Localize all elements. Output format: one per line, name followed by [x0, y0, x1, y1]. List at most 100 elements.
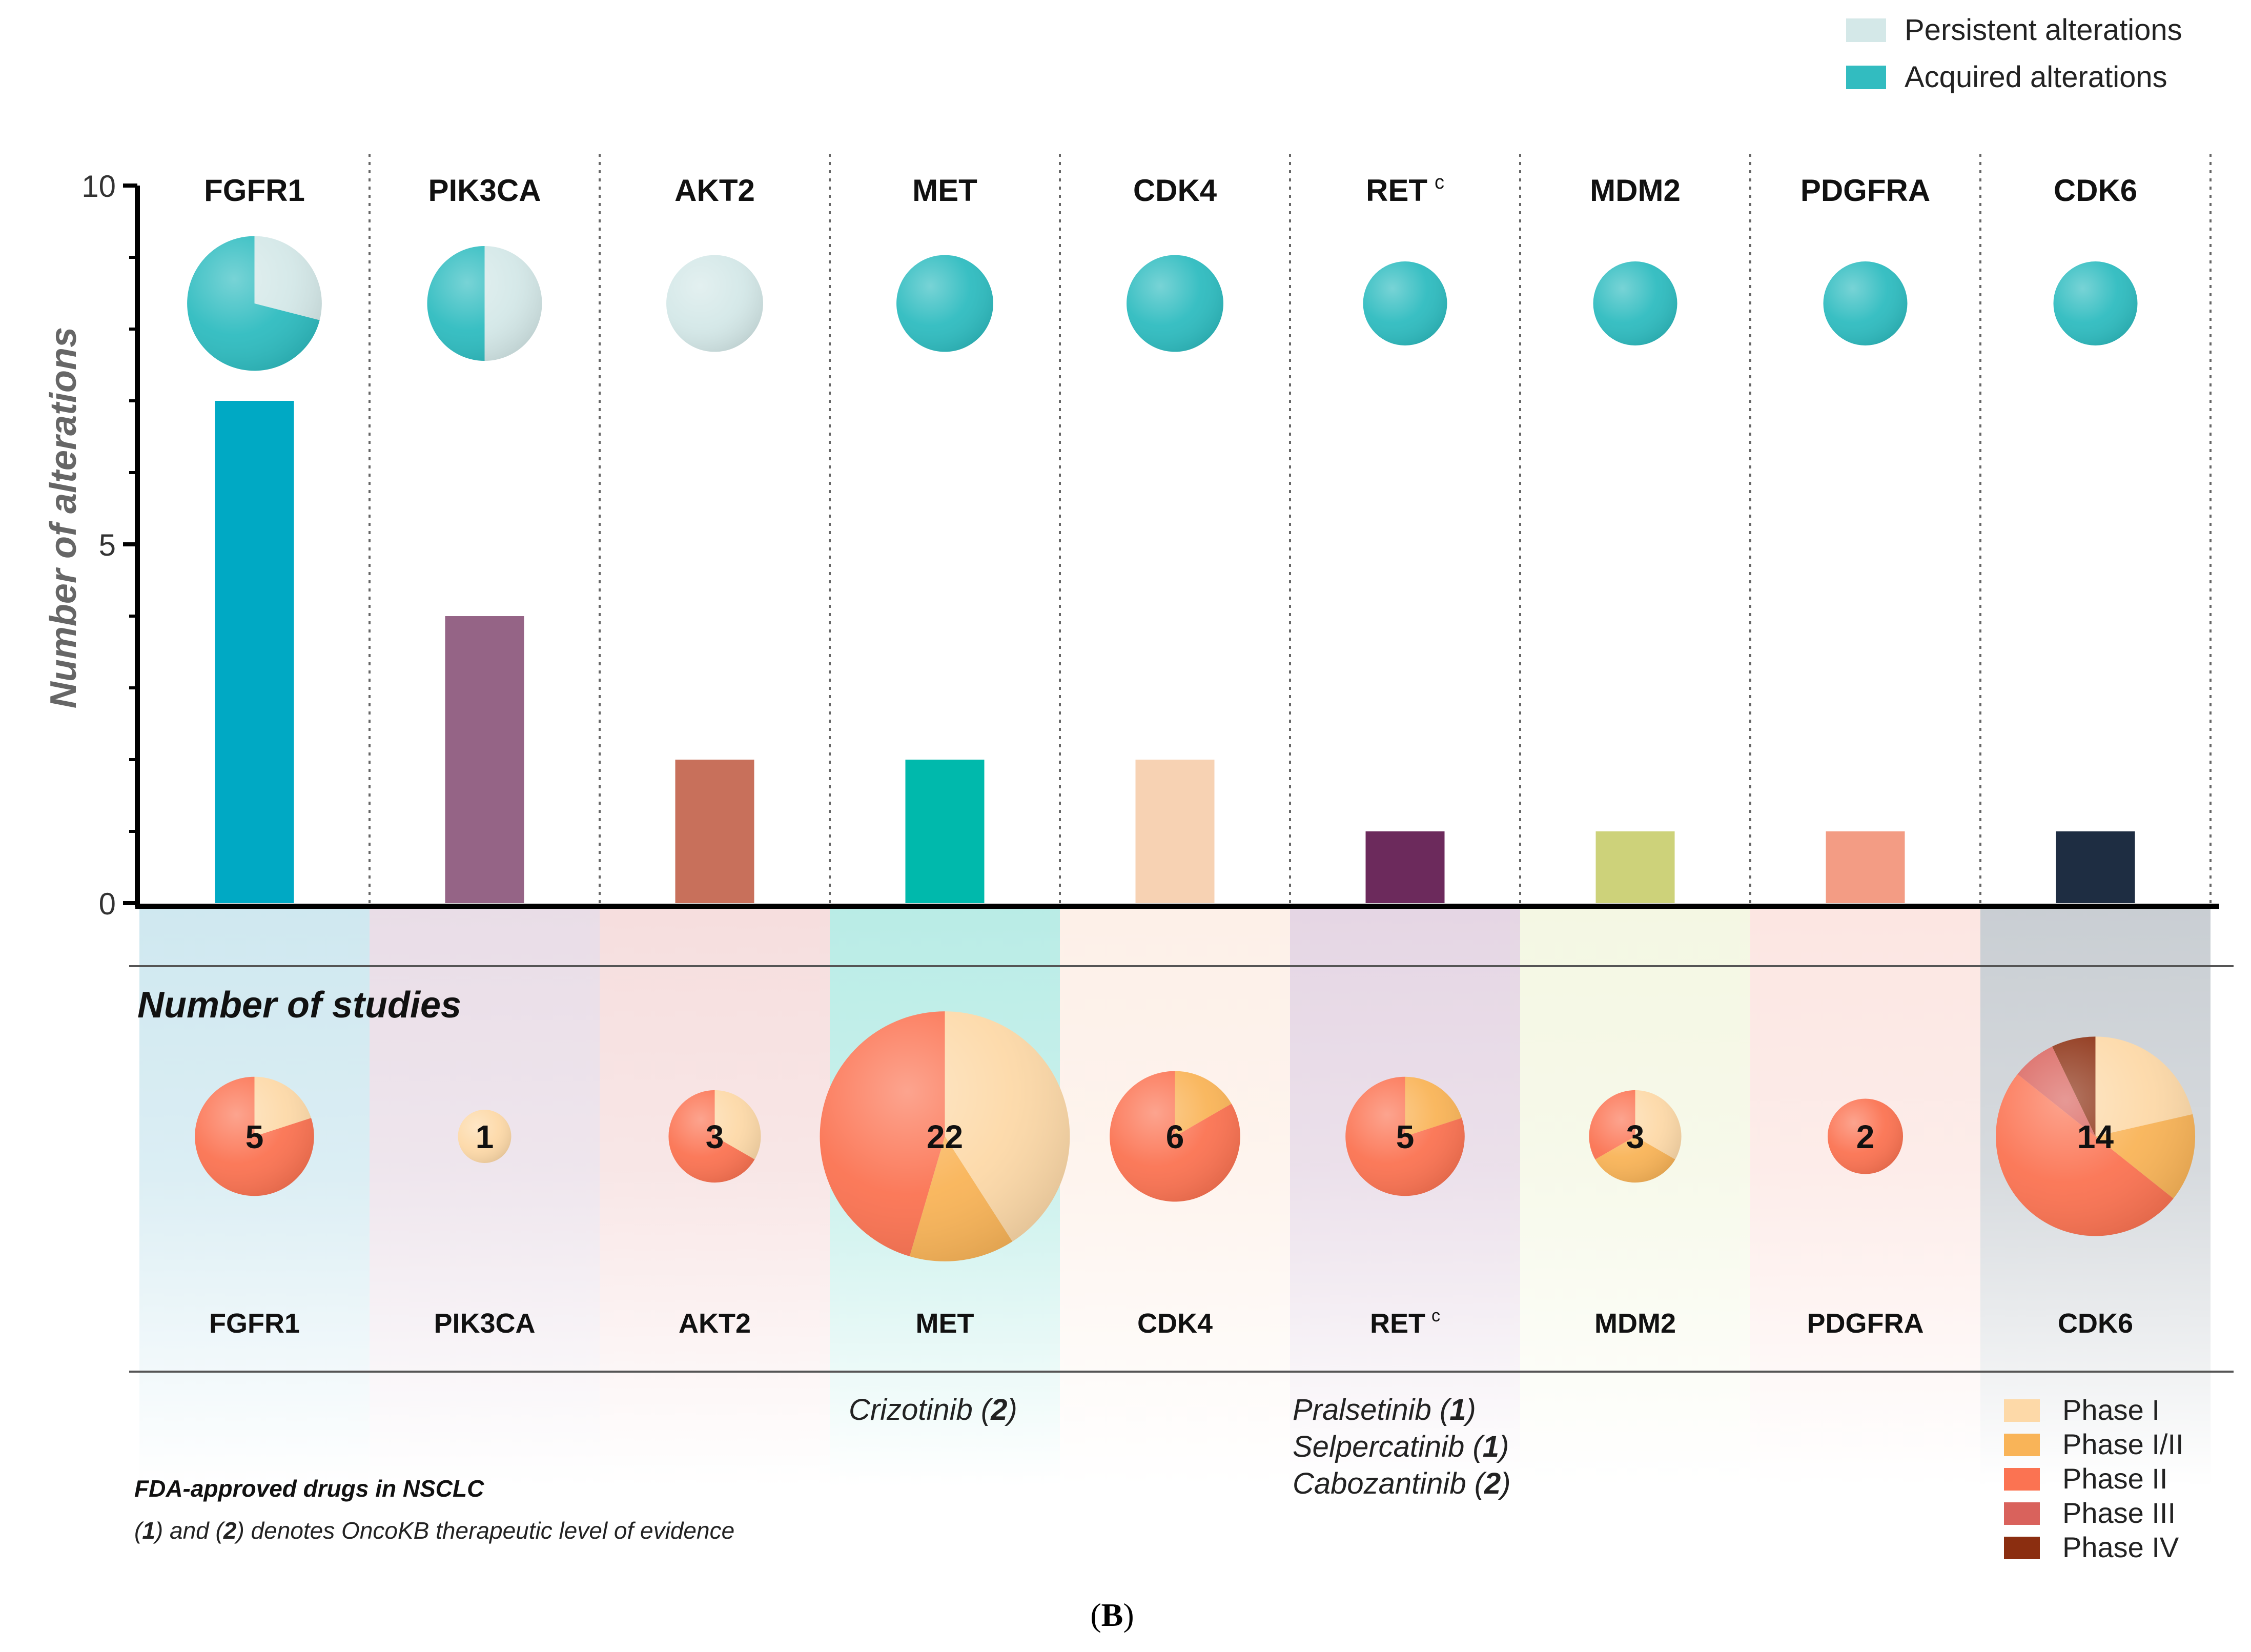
studies-title: Number of studies	[137, 985, 461, 1026]
top-label-pik3ca: PIK3CA	[428, 173, 541, 208]
drug-ret-2: Cabozantinib (2)	[1293, 1467, 1511, 1500]
bottom-label-fgfr1: FGFR1	[209, 1308, 300, 1339]
phase-label-phase-i: Phase I	[2062, 1394, 2160, 1426]
study-total-met: 22	[927, 1118, 963, 1155]
phase-label-phase-iii: Phase III	[2062, 1497, 2176, 1529]
alteration-pie-akt2-shading	[666, 255, 763, 352]
y-axis: 0 5 10 Number of alterations	[43, 169, 140, 921]
notes-evidence: (1) and (2) denotes OncoKB therapeutic l…	[134, 1517, 734, 1544]
study-pie-pik3ca-shading	[458, 1110, 511, 1163]
bottom-label-met: MET	[916, 1308, 974, 1339]
band-pdgfra	[1750, 907, 1980, 1486]
column-separators	[369, 154, 2212, 903]
phase-swatch-phase-i-ii	[2004, 1434, 2040, 1456]
band-fgfr1	[139, 907, 370, 1486]
bottom-label-pik3ca: PIK3CA	[434, 1308, 535, 1339]
bottom-label-pdgfra: PDGFRA	[1807, 1308, 1924, 1339]
bar-ret	[1365, 831, 1445, 903]
drug-ret-1: Selpercatinib (1)	[1293, 1430, 1509, 1463]
alteration-legend: Persistent alterations Acquired alterati…	[1846, 13, 2182, 94]
alteration-pies	[187, 236, 2138, 371]
bottom-label-cdk6: CDK6	[2058, 1308, 2133, 1339]
study-pie-ret-shading	[1345, 1076, 1465, 1196]
band-pik3ca	[370, 907, 600, 1486]
phase-swatch-phase-iv	[2004, 1537, 2040, 1559]
study-pie-akt2-shading	[668, 1090, 761, 1183]
bar-pik3ca	[445, 616, 524, 903]
bar-akt2	[675, 760, 754, 903]
study-total-pdgfra: 2	[1856, 1118, 1875, 1155]
bars	[215, 401, 2135, 903]
study-pie-cdk4-shading	[1110, 1071, 1240, 1202]
alteration-pie-ret-shading	[1363, 261, 1447, 345]
alteration-pie-cdk4-shading	[1127, 255, 1223, 352]
top-label-cdk6: CDK6	[2054, 173, 2137, 208]
study-total-ret: 5	[1396, 1118, 1415, 1155]
study-total-cdk4: 6	[1166, 1118, 1184, 1155]
y-axis-label: Number of alterations	[43, 327, 84, 708]
alteration-pie-met-shading	[896, 255, 993, 352]
study-pie-pdgfra-shading	[1827, 1098, 1904, 1174]
bar-mdm2	[1595, 831, 1675, 903]
bar-cdk6	[2056, 831, 2135, 903]
top-label-mdm2: MDM2	[1590, 173, 1681, 208]
study-pie-fgfr1-shading	[195, 1076, 314, 1196]
phase-swatch-phase-iii	[2004, 1502, 2040, 1525]
top-label-pdgfra: PDGFRA	[1800, 173, 1930, 208]
legend-swatch-acquired	[1846, 66, 1886, 89]
bar-cdk4	[1135, 760, 1215, 903]
superscript: c	[1431, 1306, 1440, 1325]
notes-title: FDA-approved drugs in NSCLC	[134, 1475, 484, 1502]
study-pie-met-shading	[820, 1011, 1070, 1261]
study-total-mdm2: 3	[1626, 1118, 1645, 1155]
phase-label-phase-iv: Phase IV	[2062, 1531, 2179, 1563]
drug-ret-0: Pralsetinib (1)	[1293, 1393, 1476, 1426]
top-label-ret: RET c	[1366, 172, 1444, 208]
bar-pdgfra	[1826, 831, 1905, 903]
study-pie-cdk6-shading	[1995, 1036, 2196, 1236]
bar-fgfr1	[215, 401, 294, 903]
legend-swatch-persistent	[1846, 18, 1886, 42]
legend-label-persistent: Persistent alterations	[1905, 13, 2182, 47]
superscript: c	[1435, 172, 1444, 193]
study-total-pik3ca: 1	[476, 1118, 494, 1155]
bar-met	[905, 760, 985, 903]
phase-swatch-phase-i	[2004, 1399, 2040, 1422]
y-tick-label: 0	[99, 887, 116, 921]
bottom-category-labels: FGFR1 PIK3CA AKT2 MET CDK4 RET c MDM2 PDGFRA CDK6	[209, 1306, 2133, 1339]
alteration-pie-mdm2-shading	[1593, 261, 1677, 345]
y-tick-label: 5	[99, 528, 116, 562]
bottom-label-cdk4: CDK4	[1137, 1308, 1213, 1339]
phase-label-phase-i-ii: Phase I/II	[2062, 1428, 2184, 1460]
study-pies: 5 1 3 22 6 5 3 2 14	[195, 1011, 2196, 1261]
band-akt2	[600, 907, 830, 1486]
study-total-fgfr1: 5	[245, 1118, 264, 1155]
band-mdm2	[1520, 907, 1750, 1486]
legend-label-acquired: Acquired alterations	[1905, 60, 2167, 94]
study-total-cdk6: 14	[2077, 1118, 2114, 1155]
alteration-pie-pdgfra-shading	[1823, 261, 1908, 345]
top-label-cdk4: CDK4	[1133, 173, 1217, 208]
bottom-label-akt2: AKT2	[679, 1308, 751, 1339]
bottom-label-mdm2: MDM2	[1594, 1308, 1676, 1339]
alteration-pie-pik3ca-shading	[427, 246, 542, 361]
phase-swatch-phase-ii	[2004, 1468, 2040, 1491]
band-ret	[1290, 907, 1520, 1486]
fda-drugs: Crizotinib (2) Pralsetinib (1) Selpercat…	[849, 1393, 1511, 1500]
top-label-met: MET	[912, 173, 977, 208]
drug-met-0: Crizotinib (2)	[849, 1393, 1017, 1426]
phase-label-phase-ii: Phase II	[2062, 1462, 2167, 1495]
y-ticks: 0 5 10	[81, 169, 137, 921]
alteration-pie-fgfr1-shading	[187, 236, 322, 371]
study-total-akt2: 3	[706, 1118, 724, 1155]
top-label-akt2: AKT2	[674, 173, 755, 208]
panel-label: (B)	[1090, 1597, 1134, 1633]
study-pie-mdm2-shading	[1589, 1090, 1682, 1183]
y-tick-label: 10	[81, 169, 116, 203]
top-label-fgfr1: FGFR1	[204, 173, 305, 208]
top-category-labels: FGFR1 PIK3CA AKT2 MET CDK4 RET c MDM2 PDGFRA CDK6	[204, 172, 2137, 208]
alteration-pie-cdk6-shading	[2053, 261, 2138, 345]
